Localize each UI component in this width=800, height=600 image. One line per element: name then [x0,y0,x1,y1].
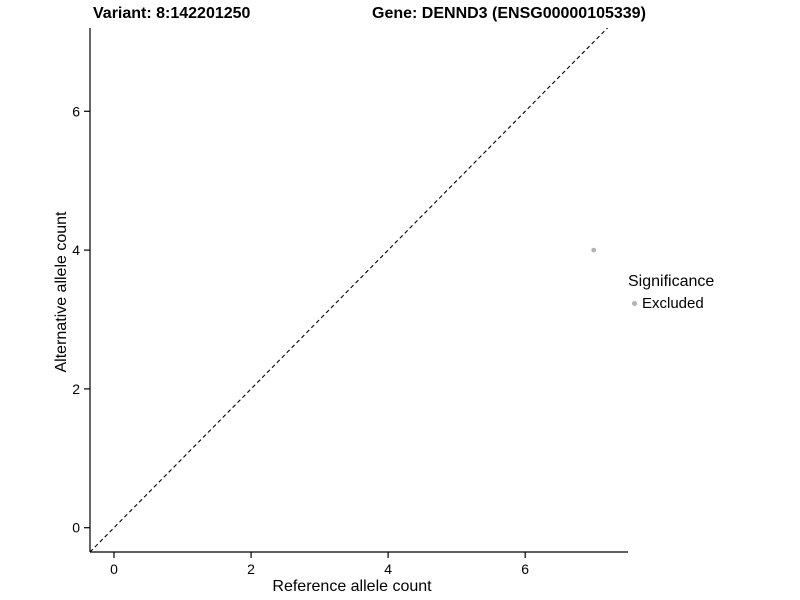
x-tick-label: 2 [247,561,255,577]
data-point [591,247,597,253]
x-tick-label: 4 [384,561,392,577]
y-tick-label: 6 [72,103,80,119]
legend-item-excluded: Excluded [628,295,714,312]
y-tick-label: 0 [72,520,80,536]
gene-title: Gene: DENND3 (ENSG00000105339) [372,5,646,22]
y-tick-label: 4 [72,242,80,258]
legend: Significance Excluded [628,273,714,312]
identity-line [90,28,609,552]
y-axis-label: Alternative allele count [53,211,70,373]
x-axis-label: Reference allele count [272,578,432,595]
y-tick-label: 2 [72,381,80,397]
legend-title: Significance [628,273,715,290]
variant-title: Variant: 8:142201250 [93,5,251,22]
x-tick-label: 6 [521,561,529,577]
legend-item-label: Excluded [642,295,704,312]
excluded-dot-icon [632,301,637,306]
x-tick-label: 0 [110,561,118,577]
